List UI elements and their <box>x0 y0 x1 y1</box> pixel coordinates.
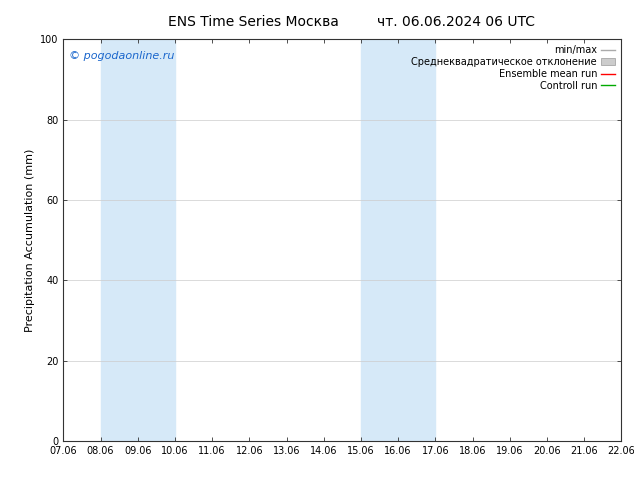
Bar <box>361 39 436 441</box>
Text: чт. 06.06.2024 06 UTC: чт. 06.06.2024 06 UTC <box>377 15 536 29</box>
Y-axis label: Precipitation Accumulation (mm): Precipitation Accumulation (mm) <box>25 148 35 332</box>
Text: ENS Time Series Москва: ENS Time Series Москва <box>168 15 339 29</box>
Bar <box>101 39 175 441</box>
Text: © pogodaonline.ru: © pogodaonline.ru <box>69 51 174 61</box>
Legend: min/max, Среднеквадратическое отклонение, Ensemble mean run, Controll run: min/max, Среднеквадратическое отклонение… <box>408 41 619 95</box>
